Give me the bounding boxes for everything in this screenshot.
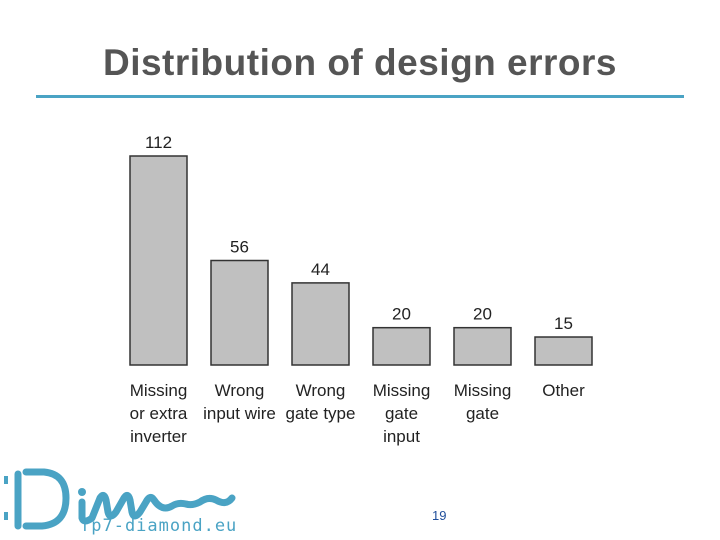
- title-underline: [36, 95, 684, 98]
- bar: [129, 155, 188, 366]
- bar: [534, 336, 593, 366]
- bar-value-label: 15: [554, 314, 573, 333]
- category-label: gate: [385, 404, 418, 423]
- category-label: input: [383, 427, 420, 446]
- category-label: Wrong: [296, 381, 346, 400]
- category-label: Missing: [130, 381, 188, 400]
- category-label: Other: [542, 381, 585, 400]
- category-label: Missing: [373, 381, 431, 400]
- category-label: inverter: [130, 427, 187, 446]
- bar: [210, 259, 269, 366]
- category-label: Missing: [454, 381, 512, 400]
- bar: [372, 326, 431, 366]
- page-number: 19: [432, 508, 447, 523]
- bar-value-label: 20: [392, 305, 411, 324]
- category-label: Wrong: [215, 381, 265, 400]
- category-label: gate type: [286, 404, 356, 423]
- category-label: or extra: [130, 404, 188, 423]
- bar-value-label: 112: [145, 133, 172, 152]
- bar-value-label: 56: [230, 238, 249, 257]
- logo-url-text: fp7-diamond.eu: [80, 516, 238, 536]
- category-label: input wire: [203, 404, 276, 423]
- bar: [453, 326, 512, 366]
- bar-value-label: 44: [311, 260, 330, 279]
- bar: [291, 282, 350, 366]
- category-label: gate: [466, 404, 499, 423]
- bar-value-label: 20: [473, 305, 492, 324]
- diamond-logo-icon: [4, 468, 236, 530]
- slide-title: Distribution of design errors: [102, 42, 618, 83]
